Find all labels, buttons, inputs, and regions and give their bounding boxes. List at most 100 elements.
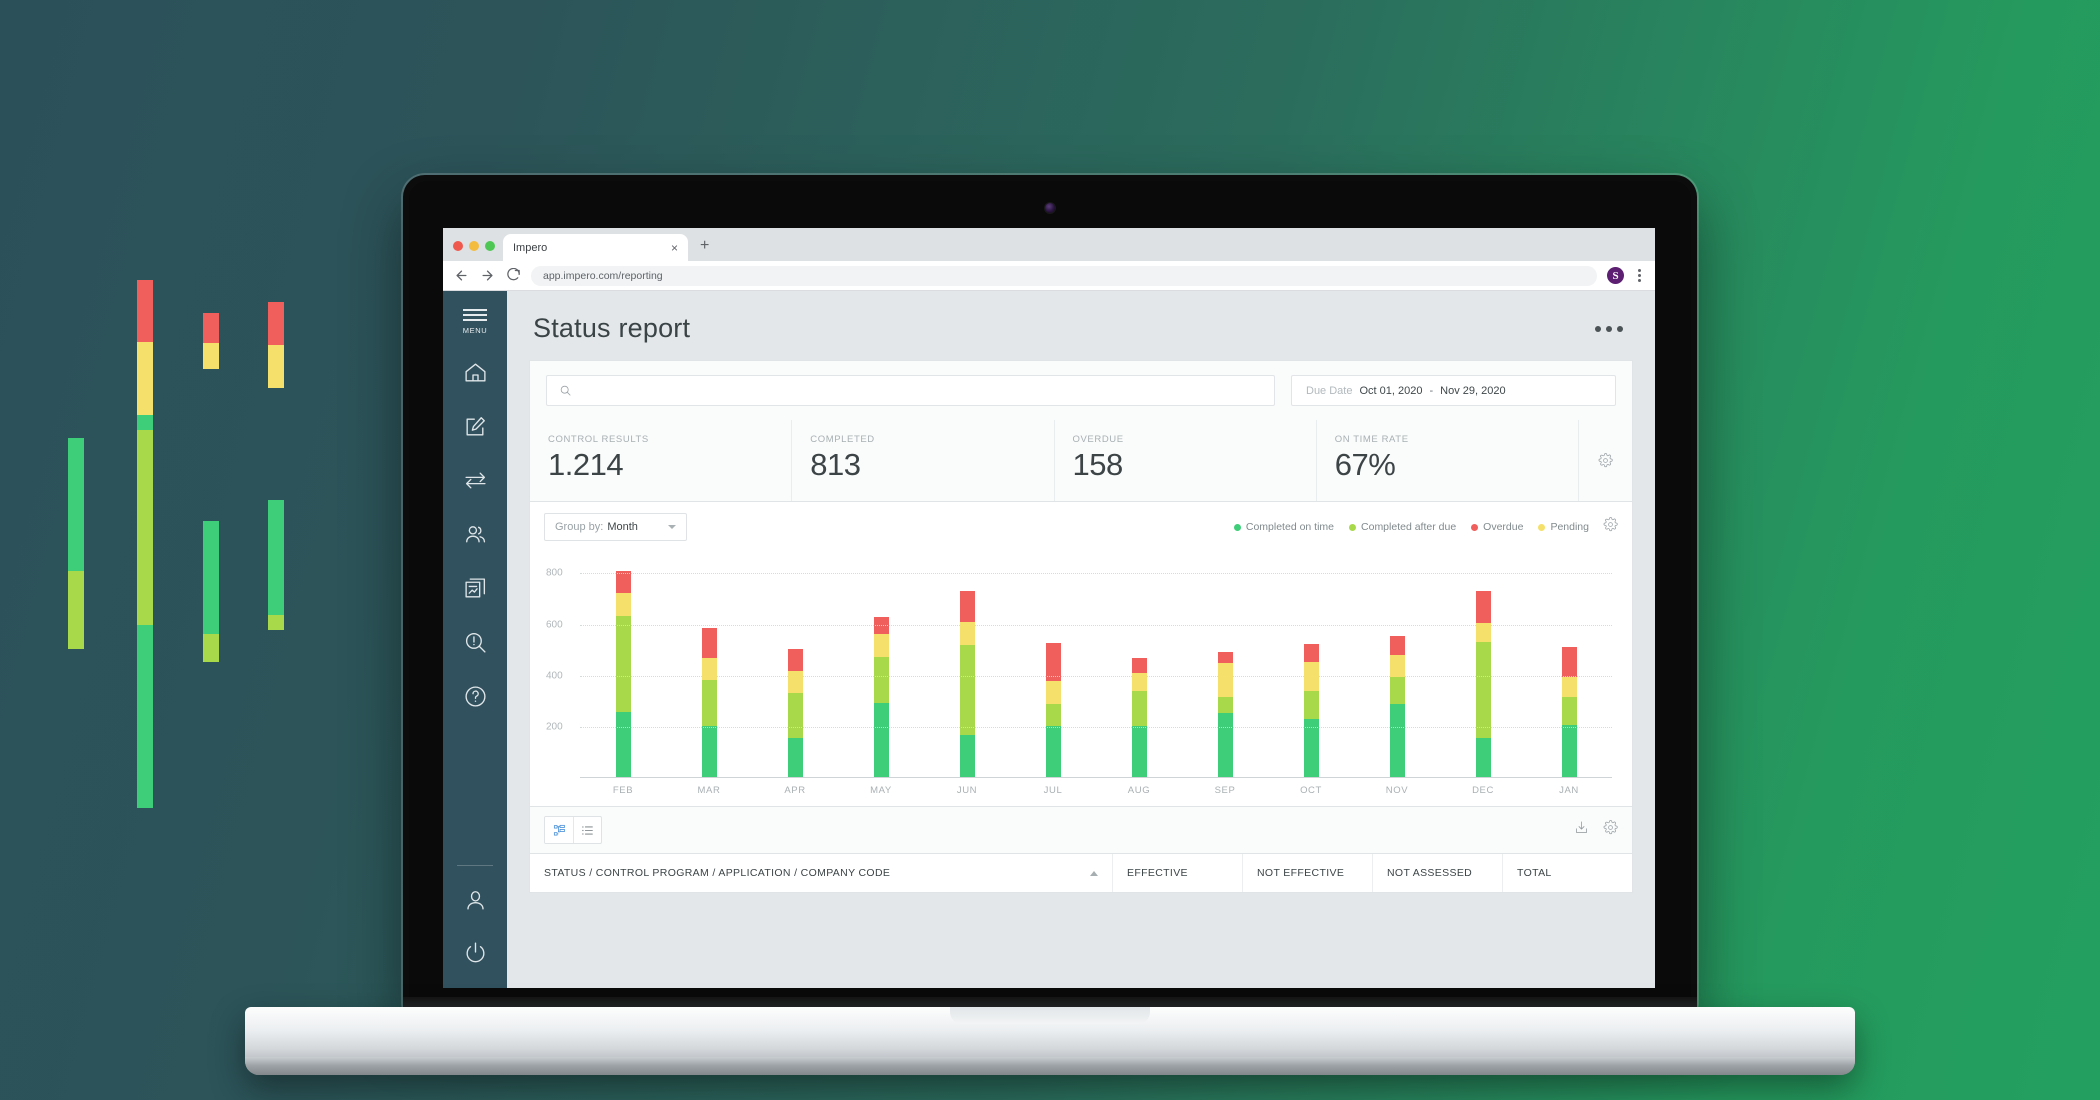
due-date-range-picker[interactable]: Due Date Oct 01, 2020 - Nov 29, 2020 [1291, 375, 1616, 406]
sidebar-item-power[interactable] [453, 930, 497, 974]
chart-bar-segment[interactable] [1217, 651, 1233, 664]
window-controls[interactable] [453, 241, 503, 261]
chart-bar-segment[interactable] [1389, 655, 1405, 677]
chart-bar-segment[interactable] [1475, 591, 1491, 624]
chart-bar[interactable] [701, 627, 717, 777]
chart-bar-segment[interactable] [1131, 725, 1147, 777]
chart-bar-segment[interactable] [701, 680, 717, 726]
chart-bar-segment[interactable] [1131, 672, 1147, 692]
sidebar-item-users[interactable] [453, 513, 497, 557]
chart-bar-segment[interactable] [959, 591, 975, 623]
minimize-window-icon[interactable] [469, 241, 479, 251]
sidebar-item-edit[interactable] [453, 405, 497, 449]
chart-bar-segment[interactable] [1561, 725, 1577, 777]
chart-bar-segment[interactable] [1561, 697, 1577, 726]
back-arrow-icon[interactable] [453, 268, 469, 284]
chart-bar-segment[interactable] [1131, 691, 1147, 726]
sidebar-item-reports[interactable] [453, 567, 497, 611]
chart-bar-segment[interactable] [1045, 704, 1061, 726]
chart-bar-segment[interactable] [1045, 680, 1061, 705]
chart-bar-segment[interactable] [1389, 703, 1405, 777]
chart-bar-segment[interactable] [1303, 690, 1319, 719]
forward-arrow-icon[interactable] [479, 268, 495, 284]
chart-bar-segment[interactable] [615, 711, 631, 777]
chart-bar-segment[interactable] [1217, 713, 1233, 777]
download-icon[interactable] [1574, 820, 1589, 840]
chart-bar-segment[interactable] [615, 571, 631, 593]
chart-bar-segment[interactable] [787, 649, 803, 671]
kpi-settings-gear-icon[interactable] [1578, 420, 1632, 501]
sidebar-item-profile[interactable] [453, 878, 497, 922]
chart-bar-segment[interactable] [701, 627, 717, 658]
search-input[interactable] [580, 384, 1262, 397]
chart-bar-segment[interactable] [1475, 641, 1491, 739]
chart-bar-segment[interactable] [787, 670, 803, 694]
chart-bar-segment[interactable] [873, 703, 889, 777]
sidebar-menu-toggle[interactable]: MENU [463, 309, 487, 335]
chart-bar-segment[interactable] [701, 725, 717, 777]
table-column-header[interactable]: NOT ASSESSED [1372, 854, 1502, 892]
table-column-header[interactable]: EFFECTIVE [1112, 854, 1242, 892]
chart-bar[interactable] [787, 649, 803, 777]
tree-view-button[interactable] [545, 817, 573, 843]
list-view-button[interactable] [573, 817, 601, 843]
chart-bar[interactable] [1045, 643, 1061, 777]
chart-bar-segment[interactable] [1475, 623, 1491, 642]
table-settings-gear-icon[interactable] [1603, 820, 1618, 840]
sidebar-item-home[interactable] [453, 351, 497, 395]
sidebar-item-issues[interactable] [453, 621, 497, 665]
chart-bar-segment[interactable] [1045, 725, 1061, 777]
maximize-window-icon[interactable] [485, 241, 495, 251]
chart-bar-segment[interactable] [1389, 635, 1405, 656]
chart-bar-segment[interactable] [959, 735, 975, 777]
chart-bar-segment[interactable] [873, 657, 889, 704]
chart-bar-segment[interactable] [959, 622, 975, 646]
chart-bar[interactable] [1131, 658, 1147, 777]
close-tab-icon[interactable]: × [670, 240, 678, 255]
legend-item[interactable]: Overdue [1471, 521, 1523, 533]
chart-bar-segment[interactable] [1561, 647, 1577, 678]
browser-menu-icon[interactable] [1634, 269, 1645, 282]
sidebar-item-transfer[interactable] [453, 459, 497, 503]
chart-bar[interactable] [1561, 647, 1577, 777]
address-bar[interactable]: app.impero.com/reporting [531, 265, 1597, 286]
chart-bar[interactable] [1475, 591, 1491, 777]
sidebar-item-help[interactable] [453, 675, 497, 719]
chart-bar-segment[interactable] [1561, 677, 1577, 698]
chart-settings-gear-icon[interactable] [1603, 517, 1618, 537]
chart-bar-segment[interactable] [615, 592, 631, 616]
close-window-icon[interactable] [453, 241, 463, 251]
table-column-header[interactable]: STATUS / CONTROL PROGRAM / APPLICATION /… [530, 854, 1112, 892]
chart-bar-segment[interactable] [787, 738, 803, 777]
table-column-header[interactable]: NOT EFFECTIVE [1242, 854, 1372, 892]
group-by-select[interactable]: Group by: Month [544, 513, 687, 541]
chart-bar-segment[interactable] [1303, 643, 1319, 662]
chart-bar-segment[interactable] [873, 633, 889, 658]
chart-bar-segment[interactable] [1131, 658, 1147, 673]
chart-bar[interactable] [1303, 643, 1319, 777]
chart-bar[interactable] [873, 616, 889, 777]
chart-bar-segment[interactable] [959, 645, 975, 736]
chart-bar-segment[interactable] [1217, 697, 1233, 714]
legend-item[interactable]: Completed after due [1349, 521, 1456, 533]
table-column-header[interactable]: TOTAL [1502, 854, 1632, 892]
legend-item[interactable]: Pending [1538, 521, 1589, 533]
chart-bar-segment[interactable] [1217, 663, 1233, 698]
chart-bar-segment[interactable] [787, 693, 803, 739]
chart-bar-segment[interactable] [615, 615, 631, 712]
new-tab-button[interactable]: + [700, 237, 710, 254]
chart-bar[interactable] [1389, 635, 1405, 777]
legend-item[interactable]: Completed on time [1233, 521, 1334, 533]
chart-bar-segment[interactable] [1475, 738, 1491, 777]
reload-icon[interactable] [505, 268, 521, 284]
search-box[interactable] [546, 375, 1275, 406]
more-options-icon[interactable] [1589, 320, 1629, 338]
chart-bar-segment[interactable] [1045, 643, 1061, 681]
profile-avatar[interactable]: S [1607, 267, 1624, 284]
chart-bar-segment[interactable] [1389, 676, 1405, 704]
chart-bar[interactable] [615, 571, 631, 777]
chart-bar[interactable] [1217, 651, 1233, 777]
chart-bar-segment[interactable] [701, 657, 717, 681]
chart-bar[interactable] [959, 591, 975, 777]
chart-bar-segment[interactable] [1303, 718, 1319, 777]
